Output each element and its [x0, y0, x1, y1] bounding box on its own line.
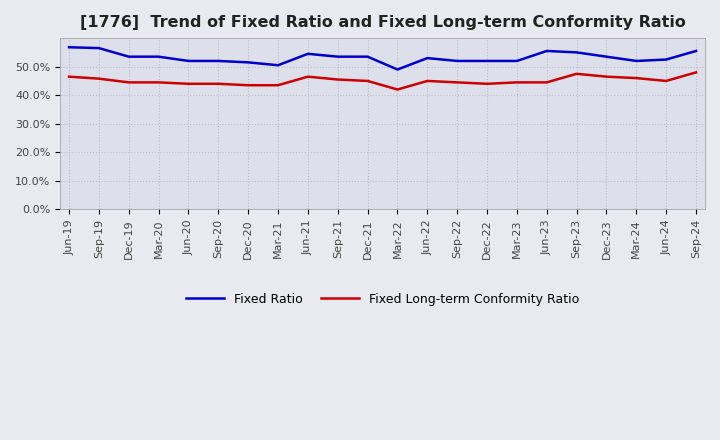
Fixed Long-term Conformity Ratio — [692, 70, 701, 75]
Fixed Long-term Conformity Ratio — [572, 71, 581, 77]
Fixed Long-term Conformity Ratio — [602, 74, 611, 79]
Fixed Ratio — [453, 59, 462, 64]
Fixed Ratio — [572, 50, 581, 55]
Title: [1776]  Trend of Fixed Ratio and Fixed Long-term Conformity Ratio: [1776] Trend of Fixed Ratio and Fixed Lo… — [80, 15, 685, 30]
Fixed Ratio — [65, 44, 73, 50]
Fixed Long-term Conformity Ratio — [214, 81, 222, 86]
Fixed Ratio — [393, 67, 402, 72]
Fixed Ratio — [513, 59, 521, 64]
Fixed Long-term Conformity Ratio — [333, 77, 342, 82]
Fixed Long-term Conformity Ratio — [393, 87, 402, 92]
Line: Fixed Ratio: Fixed Ratio — [69, 47, 696, 70]
Fixed Ratio — [94, 45, 103, 51]
Fixed Ratio — [274, 62, 282, 68]
Fixed Ratio — [125, 54, 133, 59]
Fixed Ratio — [333, 54, 342, 59]
Fixed Long-term Conformity Ratio — [662, 78, 670, 84]
Fixed Ratio — [482, 59, 491, 64]
Fixed Ratio — [632, 59, 641, 64]
Fixed Long-term Conformity Ratio — [632, 75, 641, 81]
Fixed Long-term Conformity Ratio — [304, 74, 312, 79]
Fixed Long-term Conformity Ratio — [184, 81, 193, 86]
Fixed Ratio — [244, 60, 253, 65]
Fixed Ratio — [602, 54, 611, 59]
Fixed Long-term Conformity Ratio — [154, 80, 163, 85]
Fixed Ratio — [214, 59, 222, 64]
Fixed Long-term Conformity Ratio — [364, 78, 372, 84]
Fixed Long-term Conformity Ratio — [423, 78, 432, 84]
Fixed Long-term Conformity Ratio — [94, 76, 103, 81]
Fixed Ratio — [662, 57, 670, 62]
Fixed Long-term Conformity Ratio — [125, 80, 133, 85]
Fixed Ratio — [692, 48, 701, 54]
Fixed Long-term Conformity Ratio — [65, 74, 73, 79]
Fixed Long-term Conformity Ratio — [542, 80, 551, 85]
Fixed Ratio — [542, 48, 551, 54]
Legend: Fixed Ratio, Fixed Long-term Conformity Ratio: Fixed Ratio, Fixed Long-term Conformity … — [181, 288, 584, 311]
Line: Fixed Long-term Conformity Ratio: Fixed Long-term Conformity Ratio — [69, 72, 696, 89]
Fixed Long-term Conformity Ratio — [482, 81, 491, 86]
Fixed Long-term Conformity Ratio — [244, 83, 253, 88]
Fixed Long-term Conformity Ratio — [513, 80, 521, 85]
Fixed Ratio — [184, 59, 193, 64]
Fixed Ratio — [154, 54, 163, 59]
Fixed Long-term Conformity Ratio — [274, 83, 282, 88]
Fixed Ratio — [304, 51, 312, 56]
Fixed Long-term Conformity Ratio — [453, 80, 462, 85]
Fixed Ratio — [364, 54, 372, 59]
Fixed Ratio — [423, 55, 432, 61]
